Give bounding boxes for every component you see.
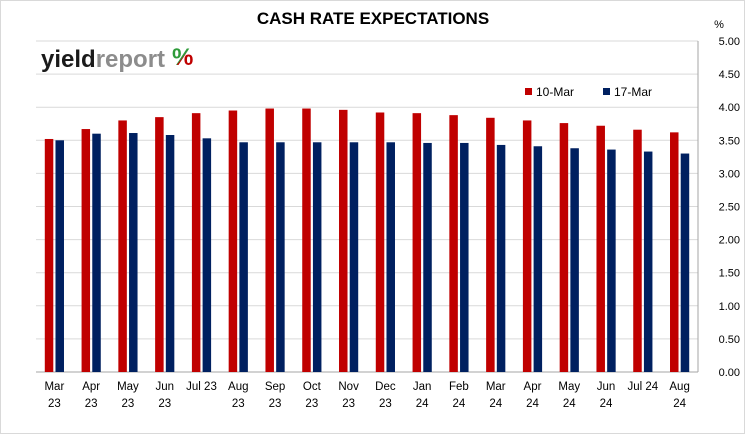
x-tick-label-year: 23	[85, 398, 98, 410]
x-tick-label: Jan	[413, 381, 432, 393]
logo-text-yield: yield	[41, 46, 96, 73]
x-tick-label: Feb	[449, 381, 469, 393]
legend-swatch	[525, 88, 532, 95]
x-tick-label: Dec	[375, 381, 396, 393]
x-tick-label: May	[558, 381, 580, 393]
x-tick-label-year: 23	[379, 398, 392, 410]
bar-10-mar-aug-24	[670, 132, 679, 372]
x-tick-label-year: 23	[158, 398, 171, 410]
y-tick-label: 4.00	[719, 102, 740, 114]
legend: 10-Mar 17-Mar	[525, 85, 652, 99]
y-tick-label: 1.00	[719, 301, 740, 313]
x-tick-label-year: 24	[673, 398, 686, 410]
y-tick-label: 3.00	[719, 168, 740, 180]
bar-17-mar-jun-23	[165, 135, 175, 372]
bar-17-mar-aug-23	[239, 142, 248, 372]
chart-title: CASH RATE EXPECTATIONS	[257, 9, 489, 28]
bar-10-mar-nov-23	[339, 109, 348, 373]
legend-swatch	[603, 88, 610, 95]
x-tick-label-year: 23	[232, 398, 245, 410]
bar-10-mar-jul-24	[633, 129, 642, 372]
x-tick-label-year: 24	[526, 398, 539, 410]
x-tick-label: Jun	[597, 381, 616, 393]
y-tick-label: 5.00	[719, 36, 740, 48]
bar-10-mar-feb-24	[449, 115, 458, 373]
x-axis-labels: Mar 23 Apr 23 May 23 Jun 23 Jul 23 Aug 23 Sep 23 Oct 2…	[44, 381, 689, 410]
bar-17-mar-oct-23	[312, 142, 322, 372]
bar-17-mar-aug-24	[680, 153, 690, 372]
x-tick-label: Nov	[338, 381, 359, 393]
x-tick-label: Jul 23	[186, 381, 217, 393]
yieldreport-logo: yieldreport %	[41, 44, 193, 73]
bar-10-mar-may-23	[118, 120, 127, 372]
x-tick-label-year: 23	[342, 398, 355, 410]
bar-10-mar-jan-24	[412, 113, 422, 373]
legend-label: 17-Mar	[614, 85, 652, 99]
gridlines	[36, 40, 699, 373]
bar-17-mar-nov-23	[349, 142, 359, 372]
legend-label: 10-Mar	[536, 85, 574, 99]
bars	[44, 108, 690, 373]
x-tick-label-year: 23	[122, 398, 135, 410]
y-tick-label: 2.00	[719, 235, 740, 247]
y-tick-label: 1.50	[719, 268, 740, 280]
bar-10-mar-jul-23	[191, 113, 201, 373]
x-tick-label-year: 24	[453, 398, 466, 410]
bar-17-mar-apr-24	[533, 146, 543, 372]
bar-17-mar-may-23	[129, 133, 138, 372]
x-tick-label-year: 23	[48, 398, 61, 410]
x-tick-label-year: 24	[489, 398, 502, 410]
bar-10-mar-oct-23	[302, 108, 311, 373]
x-tick-label: Jul 24	[627, 381, 658, 393]
bar-17-mar-jul-23	[202, 138, 212, 372]
x-tick-label: Sep	[265, 381, 285, 393]
bar-10-mar-sep-23	[265, 108, 274, 373]
bar-17-mar-sep-23	[276, 142, 285, 372]
x-tick-label: Jun	[155, 381, 174, 393]
x-tick-label-year: 23	[269, 398, 282, 410]
bar-10-mar-may-24	[559, 123, 569, 372]
x-tick-label: Aug	[669, 381, 689, 393]
x-tick-label: May	[117, 381, 139, 393]
bar-10-mar-jun-23	[155, 117, 164, 372]
bar-17-mar-apr-23	[92, 133, 101, 372]
bar-17-mar-mar-23	[55, 140, 64, 372]
bar-17-mar-jan-24	[423, 142, 432, 372]
bar-10-mar-aug-23	[228, 110, 238, 372]
x-tick-label: Apr	[524, 381, 542, 393]
x-tick-label-year: 24	[600, 398, 613, 410]
y-tick-label: 3.50	[719, 135, 740, 147]
x-tick-label-year: 24	[416, 398, 429, 410]
y-axis-label: %	[714, 19, 724, 31]
x-tick-label: Aug	[228, 381, 248, 393]
x-tick-label: Mar	[44, 381, 64, 393]
y-tick-label: 2.50	[719, 202, 740, 214]
y-tick-label: 0.00	[719, 367, 740, 379]
bar-17-mar-mar-24	[496, 144, 506, 372]
bar-10-mar-mar-23	[44, 138, 54, 372]
x-tick-label: Mar	[486, 381, 506, 393]
x-tick-label: Oct	[303, 381, 322, 393]
bar-10-mar-apr-23	[81, 129, 91, 372]
bar-17-mar-feb-24	[460, 142, 469, 372]
y-tick-label: 0.50	[719, 334, 740, 346]
bar-17-mar-jul-24	[643, 151, 653, 372]
y-axis-ticks: 0.00 0.50 1.00 1.50 2.00 2.50 3.00 3.50 4.00 4.50…	[719, 36, 740, 379]
bar-17-mar-may-24	[570, 148, 579, 372]
bar-17-mar-jun-24	[607, 149, 616, 372]
x-tick-label-year: 24	[563, 398, 576, 410]
logo-text-report: report	[96, 46, 165, 73]
bar-10-mar-dec-23	[375, 112, 385, 372]
x-tick-label-year: 23	[305, 398, 318, 410]
y-tick-label: 4.50	[719, 69, 740, 81]
bar-17-mar-dec-23	[386, 142, 395, 372]
x-tick-label: Apr	[82, 381, 100, 393]
logo-percent-icon: %	[172, 44, 193, 71]
bar-10-mar-mar-24	[486, 117, 495, 373]
svg-text:yieldreport: yieldreport	[41, 46, 165, 73]
bar-10-mar-apr-24	[522, 120, 532, 372]
bar-10-mar-jun-24	[596, 125, 605, 373]
